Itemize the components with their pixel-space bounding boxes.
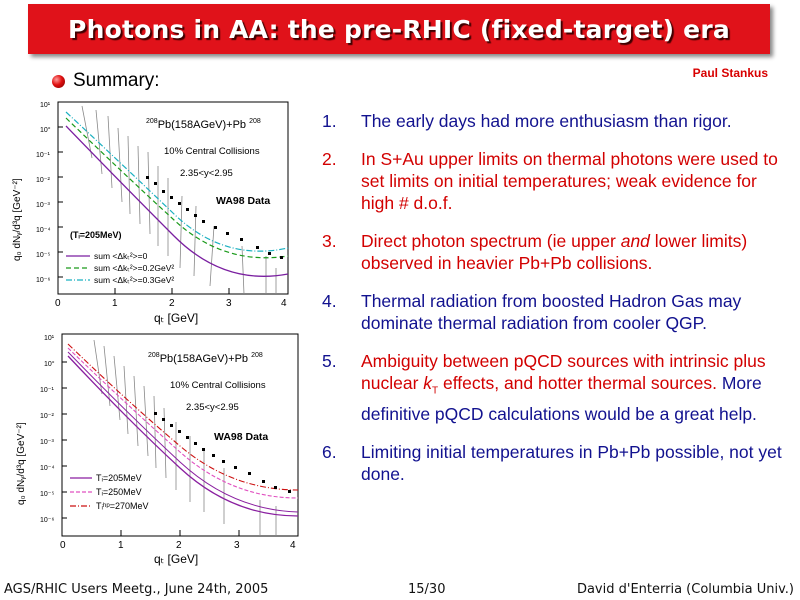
plot-bottom-curve-270 xyxy=(67,343,299,491)
summary-point-3: 3. Direct photon spectrum (ie upper and … xyxy=(322,230,792,274)
point-text: The early days had more enthusiasm than … xyxy=(361,111,732,131)
point-number: 5. xyxy=(322,351,337,371)
xtick: 0 xyxy=(60,540,66,551)
ytick: 10⁻⁴ xyxy=(36,227,51,234)
plot-top: 10¹ 10° 10⁻¹ 10⁻² 10⁻³ 10⁻⁴ 10⁻⁵ 10⁻⁶ 0 … xyxy=(4,96,296,326)
legend-entry: sum <Δkₜ²>=0.3GeV² xyxy=(94,275,174,285)
xtick: 4 xyxy=(290,540,296,551)
ytick: 10⁻¹ xyxy=(36,152,50,159)
point-text: Thermal radiation from boosted Hadron Ga… xyxy=(361,291,742,333)
ytick: 10⁻⁶ xyxy=(36,277,50,284)
plot-bottom-ticks xyxy=(62,361,240,536)
plot-top-curve-0 xyxy=(65,125,289,277)
ytick: 10⁻³ xyxy=(36,202,50,209)
plot-top-upper-limits xyxy=(81,105,277,295)
plot-bottom-system-text: Pb(158AGeV)+Pb xyxy=(160,353,248,365)
summary-point-1: 1. The early days had more enthusiasm th… xyxy=(322,110,792,132)
legend-entry: sum <Δkₜ²>=0 xyxy=(94,251,148,261)
point-text: In S+Au upper limits on thermal photons … xyxy=(361,149,778,213)
plot-bottom-badge: WA98 Data xyxy=(214,431,268,443)
system-superscript: 208 xyxy=(249,118,261,125)
ytick: 10⁻² xyxy=(36,177,50,184)
plot-top-ticks xyxy=(57,126,230,294)
plot-top-svg: 10¹ 10° 10⁻¹ 10⁻² 10⁻³ 10⁻⁴ 10⁻⁵ 10⁻⁶ 0 … xyxy=(12,101,289,325)
ytick: 10⁻⁴ xyxy=(40,465,55,472)
plot-top-system-text: Pb(158AGeV)+Pb xyxy=(158,119,246,131)
plot-bottom: 10¹ 10° 10⁻¹ 10⁻² 10⁻³ 10⁻⁴ 10⁻⁵ 10⁻⁶ 0 … xyxy=(4,330,304,566)
ytick: 10° xyxy=(40,126,51,134)
plot-bottom-curve-205b xyxy=(67,351,299,513)
xtick: 2 xyxy=(169,298,175,309)
summary-point-4: 4. Thermal radiation from boosted Hadron… xyxy=(322,290,792,334)
summary-list: 1. The early days had more enthusiasm th… xyxy=(322,110,792,501)
ytick: 10⁻² xyxy=(40,413,54,420)
ytick: 10⁻⁵ xyxy=(40,491,54,498)
point-number: 2. xyxy=(322,149,337,169)
ytick: 10⁻³ xyxy=(40,439,54,446)
xtick: 2 xyxy=(176,540,182,551)
summary-heading: Summary: xyxy=(52,70,160,92)
ytick: 10° xyxy=(44,360,55,368)
plot-top-system: 208Pb(158AGeV)+Pb 208 xyxy=(146,118,261,131)
plot-top-ylabel: q₀ dNᵧ/d³q [GeV⁻²] xyxy=(12,178,23,261)
ytick: 10⁻⁵ xyxy=(36,252,50,259)
xtick: 3 xyxy=(234,540,240,551)
author-name: Paul Stankus xyxy=(692,66,768,80)
plot-top-curve-03 xyxy=(65,111,289,252)
plot-top-curve-02 xyxy=(65,117,289,259)
legend-entry: sum <Δkₜ²>=0.2GeV² xyxy=(94,263,174,273)
bullet-icon xyxy=(52,74,65,88)
plot-bottom-svg: 10¹ 10° 10⁻¹ 10⁻² 10⁻³ 10⁻⁴ 10⁻⁵ 10⁻⁶ 0 … xyxy=(16,333,299,566)
point-number: 1. xyxy=(322,111,337,131)
plot-bottom-rapidity: 2.35<y<2.95 xyxy=(186,402,239,413)
point-number: 4. xyxy=(322,291,337,311)
plot-bottom-xlabel: qₜ [GeV] xyxy=(154,552,198,566)
plot-top-xlabel: qₜ [GeV] xyxy=(154,311,198,325)
point-text: Limiting initial temperatures in Pb+Pb p… xyxy=(361,441,782,484)
footer-right: David d'Enterria (Columbia Univ.) xyxy=(576,582,794,597)
summary-label: Summary: xyxy=(73,70,160,91)
xtick: 0 xyxy=(55,298,61,309)
point-number: 3. xyxy=(322,231,337,251)
xtick: 4 xyxy=(281,298,287,309)
xtick: 3 xyxy=(226,298,232,309)
plot-top-rapidity: 2.35<y<2.95 xyxy=(180,168,233,179)
plot-bottom-curve-205 xyxy=(67,355,299,517)
ytick: 10⁻¹ xyxy=(40,387,54,394)
plot-top-badge: WA98 Data xyxy=(216,195,270,207)
plot-bottom-datapoints xyxy=(154,412,291,493)
legend-entry: Tᵢ=250MeV xyxy=(96,487,142,497)
legend-entry: Tᵢʰᵖ=270MeV xyxy=(96,501,149,511)
ytick: 10¹ xyxy=(40,102,51,109)
xtick: 1 xyxy=(118,540,124,551)
plot-bottom-centrality: 10% Central Collisions xyxy=(170,380,266,391)
point-text: Ambiguity between pQCD sources with intr… xyxy=(361,351,766,424)
summary-point-2: 2. In S+Au upper limits on thermal photo… xyxy=(322,148,792,214)
plot-bottom-curve-250 xyxy=(67,347,299,499)
summary-point-6: 6. Limiting initial temperatures in Pb+P… xyxy=(322,441,792,485)
ytick: 10⁻⁶ xyxy=(40,517,54,524)
point-number: 6. xyxy=(322,441,337,462)
plot-bottom-ylabel: q₀ dNᵧ/d³q [GeV⁻²] xyxy=(16,422,27,505)
ytick: 10¹ xyxy=(44,335,55,342)
plot-bottom-legend: Tᵢ=205MeV Tᵢ=250MeV Tᵢʰᵖ=270MeV xyxy=(70,473,149,511)
plot-top-legend: sum <Δkₜ²>=0 sum <Δkₜ²>=0.2GeV² sum <Δkₜ… xyxy=(66,251,174,285)
plot-top-centrality: 10% Central Collisions xyxy=(164,146,260,157)
plot-bottom-system: 208Pb(158AGeV)+Pb 208 xyxy=(148,352,263,365)
point-text: Direct photon spectrum (ie upper and low… xyxy=(361,231,748,273)
xtick: 1 xyxy=(112,298,118,309)
footer-left: AGS/RHIC Users Meetg., June 24th, 2005 xyxy=(4,582,269,597)
plot-top-datapoints xyxy=(146,176,283,259)
system-superscript: 208 xyxy=(251,352,263,359)
plot-top-ti: (Tᵢ=205MeV) xyxy=(70,230,122,240)
summary-point-5: 5. Ambiguity between pQCD sources with i… xyxy=(322,350,792,425)
plot-bottom-frame xyxy=(61,333,299,537)
slide-title: Photons in AA: the pre-RHIC (fixed-targe… xyxy=(68,14,730,44)
legend-entry: Tᵢ=205MeV xyxy=(96,473,142,483)
title-bar: Photons in AA: the pre-RHIC (fixed-targe… xyxy=(28,4,770,54)
footer-page-number: 15/30 xyxy=(408,582,446,597)
